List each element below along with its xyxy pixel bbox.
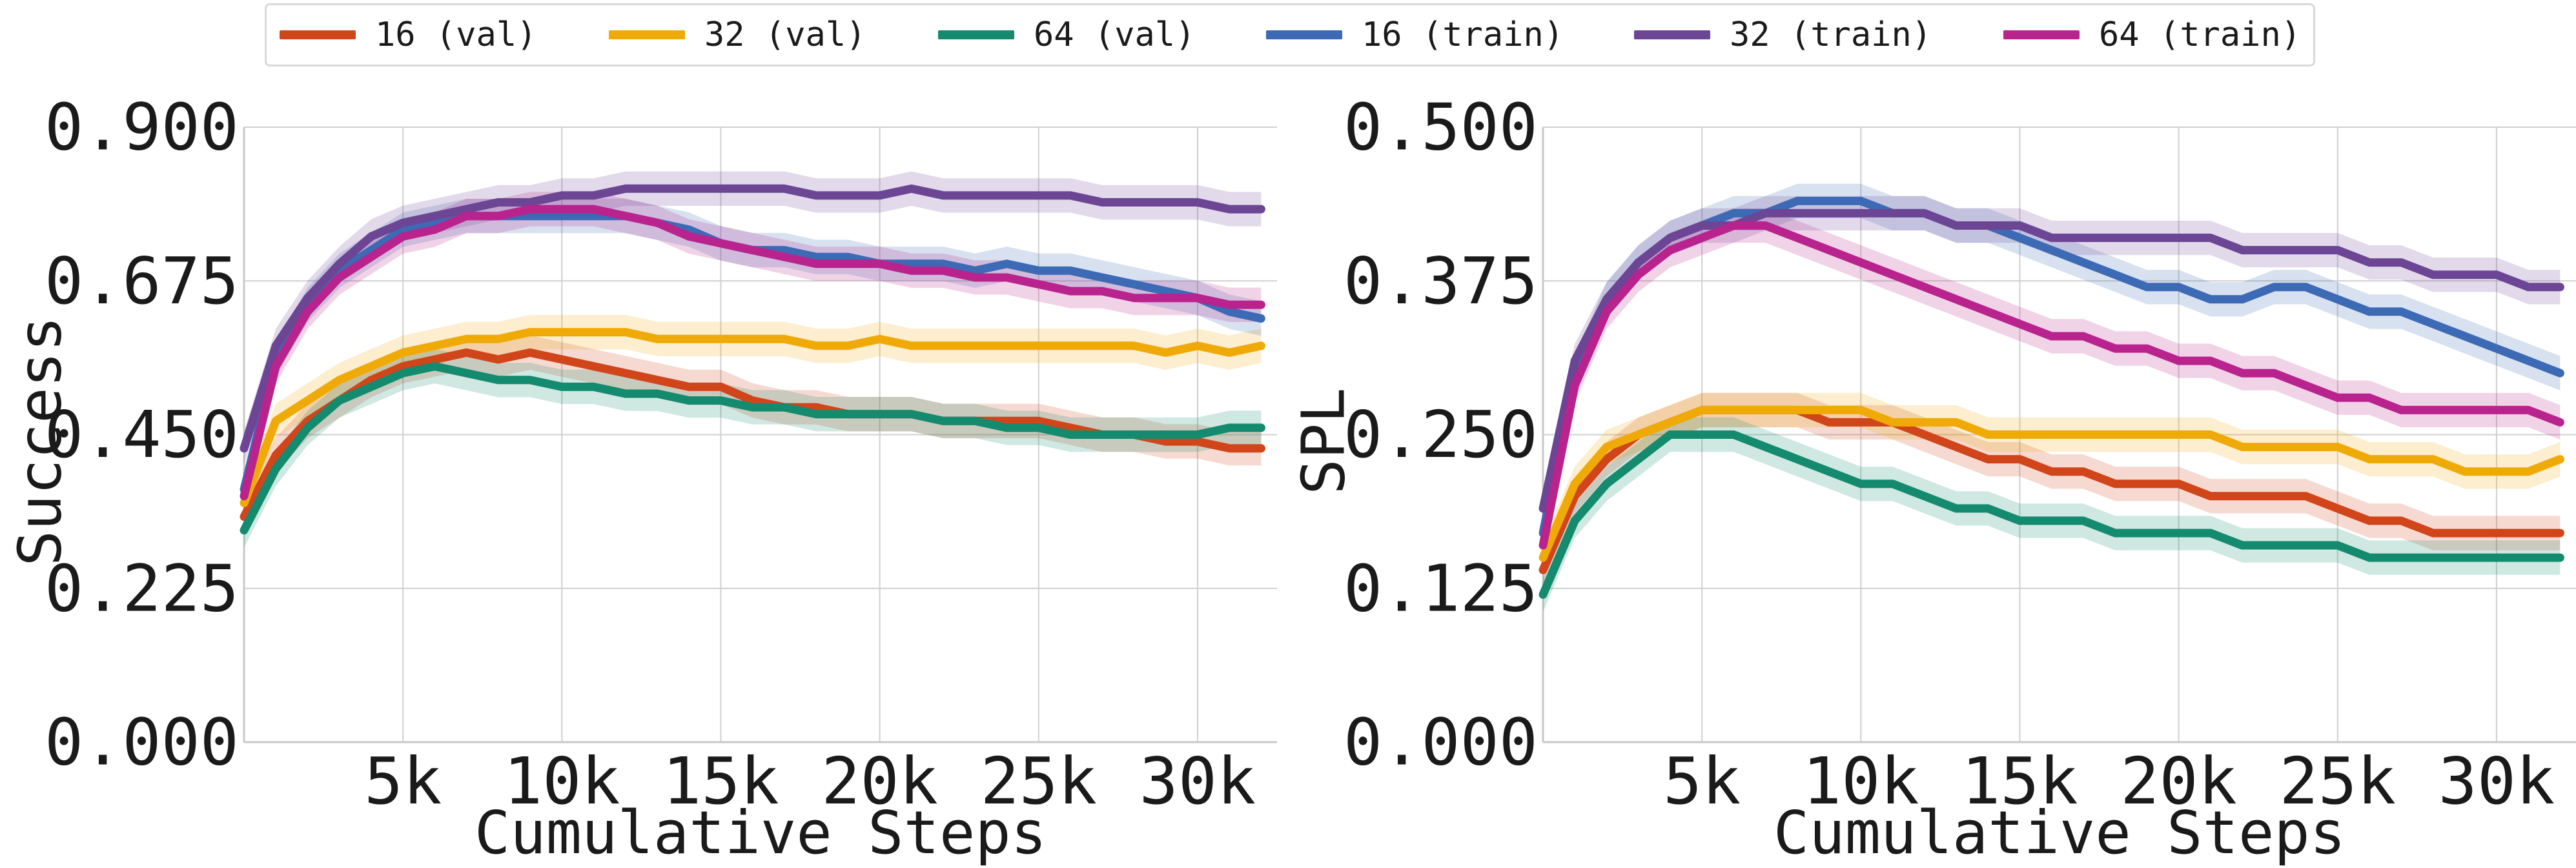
x-axis-label: Cumulative Steps — [1774, 798, 2346, 867]
legend-swatch — [609, 30, 685, 39]
y-tick-label: 0.125 — [1344, 550, 1538, 626]
chart-panel: 0.000 0.125 0.250 0.375 0.500 5k 10k 15k 20k 25k 3… — [1289, 90, 2576, 867]
y-tick-label: 0.000 — [45, 705, 239, 780]
series-band — [244, 192, 1262, 514]
legend-swatch — [938, 30, 1014, 39]
series-line — [1538, 208, 2564, 513]
y-tick-label: 0.375 — [1344, 243, 1538, 319]
legend-item: 64 (train) — [2003, 5, 2301, 65]
legend-label: 64 (val) — [1034, 15, 1196, 54]
series-band — [244, 348, 1262, 548]
legend-swatch — [1266, 30, 1342, 39]
chart-panel: 0.000 0.225 0.450 0.675 0.900 5k 10k 15k 20k 25k 3… — [6, 90, 1277, 867]
series-line — [240, 205, 1265, 501]
series-band — [1543, 392, 2561, 575]
legend-swatch — [1634, 30, 1710, 39]
legend-item: 16 (val) — [280, 5, 537, 65]
x-tick-label: 25k — [2279, 743, 2396, 819]
legend-label: 16 (train) — [1362, 15, 1564, 54]
x-tick-label: 5k — [1663, 743, 1741, 819]
x-tick-label: 15k — [1961, 743, 2078, 819]
series-line — [1538, 221, 2564, 550]
x-tick-label: 30k — [1140, 743, 1256, 819]
series-band — [1543, 183, 2561, 550]
legend-label: 16 (val) — [375, 15, 537, 54]
y-axis-label: Success — [6, 316, 75, 567]
y-tick-label: 0.250 — [1344, 397, 1538, 472]
legend-swatch — [2003, 30, 2080, 39]
x-tick-label: 20k — [2120, 743, 2237, 819]
legend-item: 32 (val) — [609, 5, 866, 65]
legend-item: 16 (train) — [1266, 5, 1564, 65]
x-tick-label: 20k — [821, 743, 938, 819]
y-tick-label: 0.450 — [45, 397, 239, 472]
series-line — [240, 328, 1265, 507]
series-line — [1538, 405, 2564, 562]
legend-label: 64 (train) — [2099, 15, 2302, 54]
series-band — [244, 315, 1262, 521]
legend-swatch — [280, 30, 356, 39]
legend-label: 32 (val) — [704, 15, 866, 54]
x-tick-label: 25k — [980, 743, 1097, 819]
x-tick-label: 10k — [504, 743, 620, 819]
series-band — [1543, 208, 2561, 563]
y-tick-label: 0.900 — [45, 90, 239, 165]
legend-label: 32 (train) — [1730, 15, 1932, 54]
legend-item: 64 (val) — [938, 5, 1195, 65]
legend: 16 (val) 32 (val) 64 (val) 16 (train) 32 (tr… — [265, 3, 2315, 66]
x-tick-label: 15k — [662, 743, 779, 819]
y-tick-label: 0.500 — [1344, 90, 1538, 165]
legend-item: 32 (train) — [1634, 5, 1932, 65]
x-tick-label: 5k — [364, 743, 442, 819]
y-tick-label: 0.000 — [1344, 705, 1538, 780]
x-tick-label: 30k — [2438, 743, 2555, 819]
y-tick-label: 0.675 — [45, 243, 239, 319]
series-line — [1538, 430, 2564, 599]
x-axis-label: Cumulative Steps — [475, 798, 1047, 867]
y-tick-label: 0.225 — [45, 550, 239, 626]
series-line — [240, 362, 1265, 535]
series-line — [240, 184, 1265, 453]
x-tick-label: 10k — [1803, 743, 1919, 819]
series-band — [1543, 417, 2561, 612]
y-axis-label: SPL — [1289, 387, 1358, 494]
